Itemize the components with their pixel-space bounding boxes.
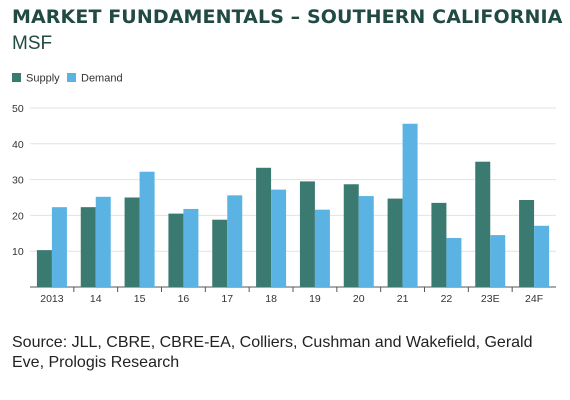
legend-label-demand: Demand <box>81 73 123 85</box>
y-tick-label: 50 <box>12 103 24 115</box>
bar-chart: Supply Demand 10 20 30 40 50 2013 14 15 16 17 18 19 20… <box>12 73 556 305</box>
bar-supply-16 <box>168 213 184 287</box>
bar-supply-21 <box>387 198 403 287</box>
bar-demand-20 <box>358 196 374 287</box>
bar-demand-22 <box>446 237 462 287</box>
bar-demand-18 <box>271 189 287 287</box>
x-tick-label: 16 <box>178 293 190 305</box>
bar-supply-22 <box>431 202 447 287</box>
y-tick-label: 10 <box>12 246 24 258</box>
bar-demand-19 <box>314 209 330 287</box>
legend-label-supply: Supply <box>26 73 60 85</box>
bar-demand-14 <box>95 196 111 287</box>
bar-demand-16 <box>183 208 199 287</box>
bar-supply-24f <box>519 200 535 287</box>
bar-demand-21 <box>402 123 418 287</box>
bar-supply-15 <box>124 197 140 287</box>
x-tick-label: 15 <box>134 293 146 305</box>
y-tick-label: 20 <box>12 210 24 222</box>
source-note: Source: JLL, CBRE, CBRE-EA, Colliers, Cu… <box>12 334 533 371</box>
bar-demand-2013 <box>51 207 67 287</box>
bar-supply-17 <box>212 219 228 287</box>
legend-swatch-demand <box>67 73 76 82</box>
bar-supply-2013 <box>36 250 52 287</box>
bar-demand-23e <box>490 235 506 287</box>
x-tick-label: 18 <box>265 293 277 305</box>
y-tick-label: 30 <box>12 175 24 187</box>
legend-swatch-supply <box>12 73 21 82</box>
x-tick-label: 22 <box>441 293 453 305</box>
bar-supply-20 <box>343 184 359 287</box>
x-tick-label: 14 <box>90 293 102 305</box>
bar-supply-18 <box>256 167 272 287</box>
chart-title: MARKET FUNDAMENTALS – SOUTHERN CALIFORNI… <box>12 6 563 28</box>
bar-supply-14 <box>80 207 96 287</box>
bar-demand-15 <box>139 171 155 287</box>
x-tick-label: 20 <box>353 293 365 305</box>
x-tick-label: 23E <box>481 293 500 305</box>
chart-subtitle: MSF <box>12 33 53 54</box>
x-tick-label: 24F <box>525 293 543 305</box>
bar-demand-24f <box>534 225 550 287</box>
bar-supply-23e <box>475 161 491 287</box>
y-tick-label: 40 <box>12 139 24 151</box>
x-tick-label: 17 <box>221 293 233 305</box>
x-tick-label: 2013 <box>40 293 64 305</box>
bar-demand-17 <box>227 195 243 287</box>
x-tick-label: 21 <box>397 293 409 305</box>
x-tick-label: 19 <box>309 293 321 305</box>
bar-supply-19 <box>299 181 315 287</box>
